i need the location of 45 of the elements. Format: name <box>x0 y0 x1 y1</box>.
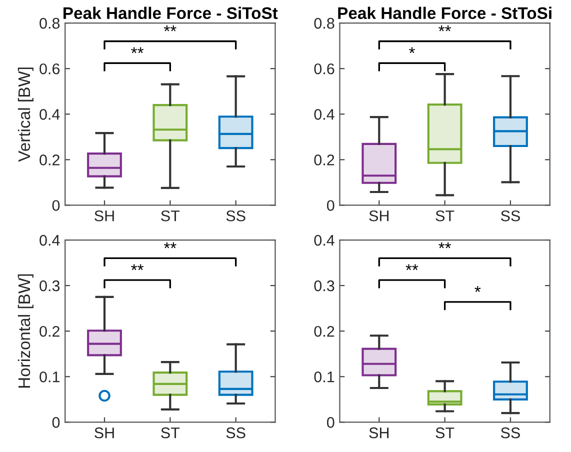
x-tick-label: SS <box>500 427 520 438</box>
y-axis-title: Vertical [BW] <box>18 68 34 162</box>
annotation: ** <box>438 25 452 32</box>
annotation: * <box>474 286 481 292</box>
x-tick-label: ST <box>436 427 454 438</box>
annotation: ** <box>406 264 418 270</box>
x-tick-label: SH <box>94 427 114 438</box>
x-tick-label: SS <box>226 210 246 222</box>
x-tick-label: SH <box>369 210 389 222</box>
y-tick-label: 0 <box>52 417 60 428</box>
y-tick-label: 0.3 <box>40 280 60 292</box>
x-tick-label: SH <box>369 427 389 438</box>
y-tick-label: 0.2 <box>314 326 334 337</box>
y-tick-label: 0 <box>326 200 334 211</box>
annotation: ** <box>164 242 176 248</box>
y-tick-label: 0.4 <box>314 234 334 246</box>
chart-title: Peak Handle Force - SiToSt <box>64 6 278 20</box>
chart-title: Peak Handle Force - StToSi <box>338 6 552 20</box>
x-tick-label: ST <box>436 210 454 222</box>
x-tick-label: SH <box>94 210 114 222</box>
y-tick-label: 0.1 <box>314 371 334 382</box>
y-tick-label: 0.4 <box>40 109 60 120</box>
y-tick-label: 0.1 <box>40 371 60 382</box>
x-tick-label: ST <box>161 427 180 438</box>
annotation: * <box>409 47 415 54</box>
y-tick-label: 0.2 <box>40 326 60 337</box>
x-tick-label: SS <box>500 210 520 222</box>
y-tick-label: 0.6 <box>40 63 60 74</box>
y-tick-label: 0.2 <box>40 154 60 166</box>
annotation: ** <box>131 264 144 270</box>
y-tick-label: 0.8 <box>40 18 60 29</box>
x-tick-label: ST <box>161 210 180 222</box>
y-tick-label: 0 <box>326 417 334 428</box>
annotation: ** <box>164 25 176 32</box>
y-tick-label: 0.4 <box>40 234 60 246</box>
y-tick-label: 0 <box>52 200 60 211</box>
y-tick-label: 0.3 <box>314 280 334 292</box>
y-tick-label: 0.4 <box>314 109 334 120</box>
y-tick-label: 0.2 <box>314 154 334 166</box>
annotation: ** <box>438 242 452 248</box>
y-tick-label: 0.6 <box>314 63 334 74</box>
x-tick-label: SS <box>226 427 246 438</box>
annotation: ** <box>131 47 144 54</box>
y-axis-title: Horizontal [BW] <box>18 274 34 388</box>
y-tick-label: 0.8 <box>314 18 334 29</box>
